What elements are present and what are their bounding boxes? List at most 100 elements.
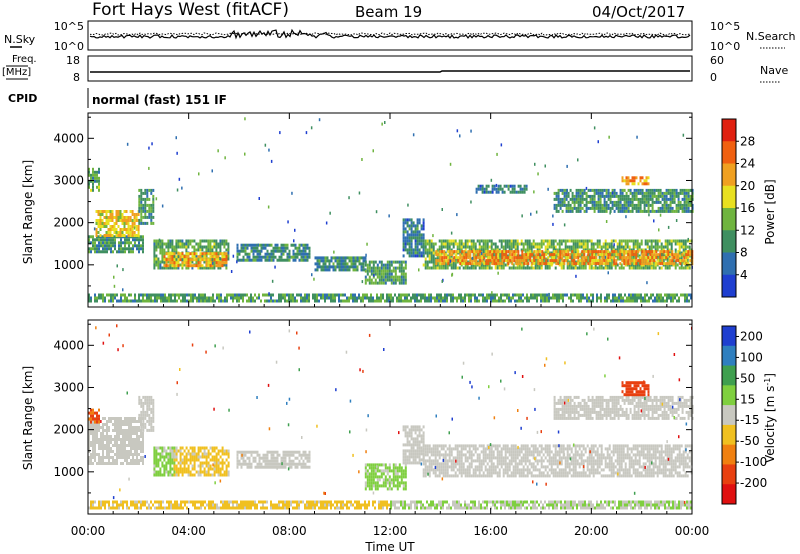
heatmap-cell — [474, 293, 476, 297]
heatmap-cell — [308, 296, 310, 300]
heatmap-cell — [648, 239, 651, 243]
heatmap-cell — [663, 209, 666, 213]
heatmap-cell — [175, 446, 178, 450]
heatmap-cell — [368, 269, 371, 273]
heatmap-cell — [442, 239, 445, 243]
heatmap-cell — [146, 296, 148, 300]
heatmap-cell — [106, 447, 108, 450]
heatmap-cell — [497, 253, 500, 257]
heatmap-cell — [279, 131, 281, 135]
heatmap-cell — [636, 293, 638, 297]
heatmap-cell — [214, 299, 216, 303]
heatmap-cell — [179, 239, 182, 243]
heatmap-cell — [90, 417, 92, 421]
heatmap-cell — [579, 197, 582, 201]
heatmap-cell — [140, 447, 142, 450]
heatmap-cell — [665, 206, 668, 210]
heatmap-cell — [470, 248, 473, 252]
heatmap-cell — [372, 149, 374, 153]
heatmap-cell — [498, 299, 500, 303]
heatmap-cell — [646, 239, 649, 243]
heatmap-cell — [134, 462, 136, 465]
heatmap-cell — [404, 293, 406, 297]
heatmap-cell — [328, 259, 331, 263]
heatmap-cell — [669, 200, 672, 204]
freq-panel — [87, 55, 693, 82]
heatmap-cell — [671, 188, 674, 192]
heatmap-cell — [619, 188, 622, 192]
heatmap-cell — [209, 266, 212, 270]
heatmap-cell — [213, 258, 216, 262]
heatmap-cell — [631, 203, 634, 207]
heatmap-cell — [685, 194, 688, 198]
heatmap-cell — [142, 413, 145, 417]
heatmap-cell — [466, 266, 469, 270]
heatmap-cell — [386, 299, 388, 303]
heatmap-cell — [120, 247, 122, 251]
heatmap-cell — [631, 200, 634, 204]
heatmap-cell — [340, 256, 343, 260]
heatmap-cell — [122, 293, 124, 297]
heatmap-cell — [426, 299, 428, 303]
heatmap-cell — [212, 296, 214, 300]
heatmap-cell — [452, 239, 455, 243]
heatmap-cell — [604, 245, 607, 249]
heatmap-cell — [490, 239, 493, 243]
heatmap-cell — [157, 473, 160, 477]
heatmap-cell — [507, 250, 510, 254]
heatmap-cell — [142, 293, 144, 297]
heatmap-cell — [169, 252, 172, 256]
heatmap-cell — [497, 184, 500, 188]
heatmap-cell — [94, 423, 96, 426]
heatmap-cell — [280, 252, 283, 256]
heatmap-cell — [120, 447, 122, 450]
heatmap-cell — [88, 411, 90, 415]
heatmap-cell — [615, 206, 618, 210]
heatmap-cell — [676, 239, 679, 243]
heatmap-cell — [653, 256, 656, 260]
heatmap-cell — [599, 194, 602, 198]
heatmap-cell — [109, 228, 112, 231]
heatmap-cell — [420, 245, 423, 249]
heatmap-cell — [181, 266, 184, 270]
heatmap-cell — [207, 266, 210, 270]
heatmap-cell — [685, 259, 688, 263]
heatmap-cell — [447, 259, 450, 263]
heatmap-cell — [422, 233, 425, 237]
heatmap-cell — [601, 191, 604, 195]
heatmap-cell — [665, 203, 668, 207]
heatmap-cell — [98, 296, 100, 300]
heatmap-cell — [487, 184, 490, 188]
heatmap-cell — [150, 209, 153, 213]
heatmap-cell — [153, 470, 156, 474]
heatmap-cell — [489, 256, 492, 260]
heatmap-cell — [199, 248, 202, 252]
heatmap-cell — [641, 262, 644, 266]
heatmap-cell — [260, 243, 263, 247]
heatmap-cell — [503, 253, 506, 257]
heatmap-cell — [538, 266, 541, 270]
heatmap-cell — [92, 426, 94, 429]
heatmap-cell — [672, 293, 674, 297]
heatmap-cell — [641, 259, 644, 263]
heatmap-cell — [675, 256, 678, 260]
heatmap-cell — [505, 253, 508, 257]
heatmap-cell — [167, 446, 170, 450]
heatmap-cell — [589, 200, 592, 204]
heatmap-cell — [199, 264, 202, 268]
heatmap-cell — [138, 188, 141, 192]
heatmap-cell — [548, 266, 551, 270]
heatmap-cell — [175, 458, 178, 462]
heatmap-cell — [142, 247, 144, 251]
heatmap-cell — [152, 398, 155, 402]
heatmap-cell — [652, 239, 655, 243]
heatmap-cell — [282, 243, 285, 247]
heatmap-cell — [681, 205, 683, 209]
heatmap-cell — [655, 197, 658, 201]
heatmap-cell — [119, 231, 122, 234]
heatmap-cell — [157, 470, 160, 474]
heatmap-cell — [402, 293, 404, 297]
heatmap-cell — [158, 296, 160, 300]
heatmap-cell — [579, 259, 582, 263]
heatmap-cell — [213, 242, 216, 246]
